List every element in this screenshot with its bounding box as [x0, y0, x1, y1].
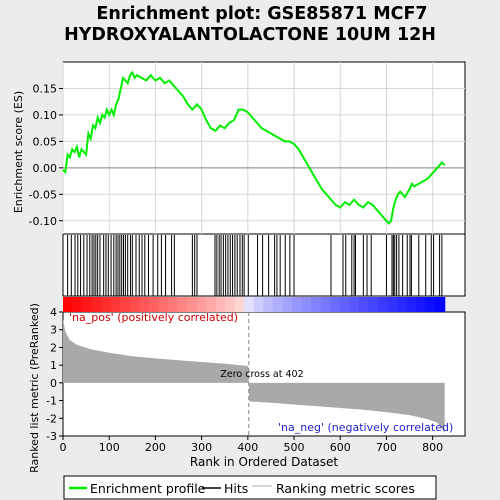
ranked-y-label: Ranked list metric (PreRanked): [28, 303, 41, 473]
rank-bar-segment: [263, 297, 274, 312]
ranked-y-tick-label: -1: [46, 395, 57, 408]
rank-bar-segment: [110, 297, 121, 312]
x-tick-label: 600: [330, 441, 351, 454]
rank-bar-segment: [387, 297, 398, 312]
rank-bar-segment: [187, 297, 198, 312]
x-tick-label: 700: [376, 441, 397, 454]
es-y-tick-label: 0.10: [33, 109, 58, 122]
rank-bar-segment: [368, 297, 379, 312]
rank-bar-segment: [416, 297, 427, 312]
rank-bar-segment: [311, 297, 322, 312]
rank-bar-segment: [282, 297, 293, 312]
zero-cross-label: Zero cross at 402: [220, 369, 303, 380]
rank-color-bar: [63, 297, 446, 312]
x-tick-label: 300: [191, 441, 212, 454]
ranked-y-axis: -3 -2 -1 0 1 2 3 4: [46, 306, 63, 443]
rank-bar-segment: [234, 297, 245, 312]
ranked-y-tick-label: 2: [50, 341, 57, 354]
es-y-tick-label: 0.15: [33, 82, 58, 95]
ranked-y-tick-label: 4: [50, 306, 57, 319]
ranked-x-axis: 0 100 200 300 400 500 600 700 800: [60, 436, 443, 454]
legend-enrichment-label: Enrichment profile: [90, 481, 206, 496]
es-y-tick-label: 0.05: [33, 135, 58, 148]
x-tick-label: 500: [284, 441, 305, 454]
rank-bar-segment: [301, 297, 312, 312]
x-axis-label: Rank in Ordered Dataset: [190, 455, 338, 469]
rank-bar-segment: [129, 297, 140, 312]
rank-bar-segment: [215, 297, 226, 312]
es-y-tick-label: -0.05: [29, 188, 57, 201]
rank-bar-segment: [82, 297, 93, 312]
rank-bar-segment: [244, 297, 255, 312]
rank-bar-segment: [320, 297, 331, 312]
rank-bar-segment: [272, 297, 284, 312]
rank-bar-segment: [139, 297, 150, 312]
rank-bar-segment: [206, 297, 217, 312]
rank-bar-segment: [253, 297, 264, 312]
ranked-y-tick-label: 3: [50, 324, 57, 337]
rank-bar-segment: [177, 297, 188, 312]
chart-title-line2: HYDROXYALANTOLACTONE 10UM 12H: [64, 25, 436, 45]
rank-bar-segment: [167, 297, 179, 312]
chart-title-line1: Enrichment plot: GSE85871 MCF7: [96, 4, 427, 24]
x-tick-label: 0: [60, 441, 67, 454]
rank-bar-segment: [349, 297, 360, 312]
rank-bar-segment: [425, 297, 436, 312]
rank-bar-segment: [225, 297, 236, 312]
rank-bar-segment: [406, 297, 417, 312]
es-y-label: Enrichment score (ES): [12, 91, 25, 213]
x-tick-label: 800: [422, 441, 443, 454]
legend-ranking-label: Ranking metric scores: [276, 481, 415, 496]
es-panel-frame: [62, 61, 466, 235]
rank-bar-segment: [91, 297, 102, 312]
legend: Enrichment profile Hits Ranking metric s…: [63, 475, 437, 500]
rank-bar-segment: [435, 297, 446, 312]
rank-bar-segment: [196, 297, 207, 312]
ranked-y-tick-label: 0: [50, 377, 57, 390]
rank-bar-segment: [148, 297, 160, 312]
legend-hits-label: Hits: [224, 481, 248, 496]
rank-bar-segment: [339, 297, 350, 312]
rank-bar-segment: [63, 297, 74, 312]
es-y-axis: -0.10 -0.05 0.00 0.05 0.10 0.15: [29, 82, 63, 228]
ranking-metric-area: [63, 319, 445, 434]
rank-bar-segment: [120, 297, 131, 312]
es-y-tick-label: 0.00: [33, 162, 58, 175]
x-tick-label: 100: [99, 441, 120, 454]
neg-correlated-label: 'na_neg' (negatively correlated): [278, 421, 453, 434]
rank-bar-segment: [101, 297, 112, 312]
rank-bar-segment: [158, 297, 169, 312]
hit-markers: [67, 235, 443, 296]
rank-bar-segment: [292, 297, 303, 312]
rank-bar-segment: [358, 297, 369, 312]
ranked-y-tick-label: 1: [50, 359, 57, 372]
x-tick-label: 400: [237, 441, 258, 454]
rank-bar-segment: [396, 297, 408, 312]
enrichment-profile-line: [62, 70, 446, 225]
x-tick-label: 200: [145, 441, 166, 454]
ranked-y-tick-label: -3: [46, 430, 57, 443]
es-y-tick-label: -0.10: [29, 215, 57, 228]
ranked-y-tick-label: -2: [46, 412, 57, 425]
rank-bar-segment: [72, 297, 83, 312]
rank-bar-segment: [330, 297, 341, 312]
pos-correlated-label: 'na_pos' (positively correlated): [69, 311, 238, 324]
rank-bar-segment: [377, 297, 389, 312]
